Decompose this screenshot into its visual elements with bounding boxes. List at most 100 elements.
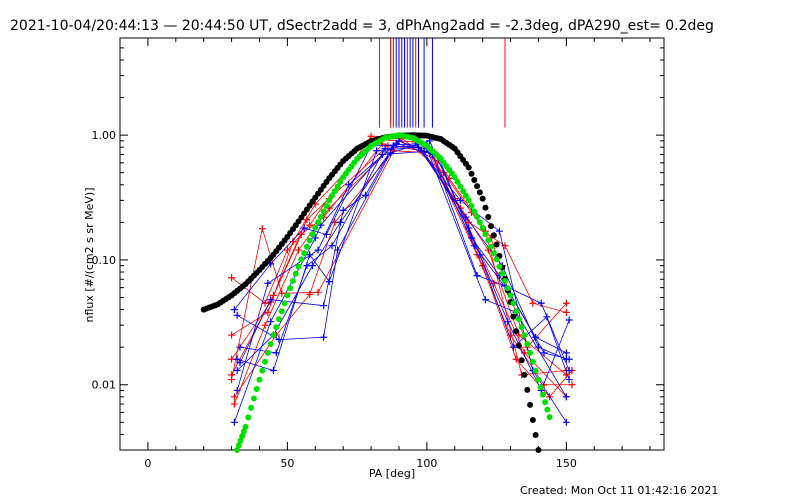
data-point-blue [275,336,283,344]
fit-dot-black [465,164,472,171]
fit-dot-black [485,213,492,220]
data-point-blue [532,333,540,341]
fit-dot-black [488,223,495,230]
fit-dot-green [292,270,299,277]
data-point-blue [476,251,484,259]
fit-dot-black [529,416,536,423]
data-point-red [230,393,238,401]
fit-dot-green [465,197,472,204]
data-point-blue [236,359,244,367]
data-point-red [306,290,314,298]
series-line-red [234,137,567,405]
fit-dot-green [239,433,246,440]
fit-dot-green [488,243,495,250]
fit-dot-green [532,367,539,374]
fit-dot-green [317,213,324,220]
data-point-blue [381,145,389,153]
fit-dot-green [262,358,269,365]
data-point-red [228,376,236,384]
fit-dot-green [253,386,260,393]
data-point-red [303,216,311,224]
data-point-blue [565,355,573,363]
data-point-red [529,299,537,307]
data-point-blue [562,349,570,357]
data-point-blue [345,181,353,189]
data-point-blue [470,242,478,250]
fit-dot-green [485,237,492,244]
fit-dot-green [529,358,536,365]
fit-dot-green [479,224,486,231]
data-point-blue [320,333,328,341]
fit-dot-black [515,342,522,349]
data-point-red [512,355,520,363]
fit-dot-green [454,178,461,185]
data-point-red [261,299,269,307]
data-point-blue [233,367,241,375]
data-point-blue [306,251,314,259]
series-line-blue [237,146,567,372]
data-point-blue [537,299,545,307]
fit-dot-black [476,189,483,196]
data-point-blue [339,206,347,214]
fit-dot-green [337,178,344,185]
fit-dot-green [476,219,483,226]
fit-dot-black [482,204,489,211]
fit-dot-green [474,213,481,220]
data-point-blue [509,343,517,351]
fit-dot-green [309,231,316,238]
fit-dot-black [479,195,486,202]
fit-dot-green [482,231,489,238]
fit-dot-green [544,406,551,413]
data-point-blue [233,386,241,394]
data-point-red [258,225,266,233]
fit-dot-green [499,270,506,277]
fit-dot-green [518,324,525,331]
fit-dot-green [248,404,255,411]
data-point-red [230,400,238,408]
data-point-blue [481,296,489,304]
x-axis-label: PA [deg] [369,467,415,480]
fit-dot-green [527,349,534,356]
fit-dot-green [496,263,503,270]
fit-dot-green [278,308,285,315]
fit-dot-black [524,386,531,393]
fit-dot-green [326,197,333,204]
x-tick-label: 100 [416,457,437,470]
data-point-red [568,381,576,389]
data-point-blue [336,218,344,226]
data-point-blue [233,311,241,319]
fit-dot-green [284,292,291,299]
data-point-blue [264,279,272,287]
fit-dot-green [323,202,330,209]
data-point-blue [468,234,476,242]
fit-dot-green [267,340,274,347]
fit-dot-green [234,447,241,453]
fit-dot-green [303,243,310,250]
data-point-blue [230,306,238,314]
data-point-blue [473,272,481,280]
fit-dot-black [493,241,500,248]
fit-dot-green [312,224,319,231]
fit-dot-green [539,391,546,398]
fit-dot-green [250,395,257,402]
data-point-blue [328,242,336,250]
data-point-blue [308,262,316,270]
fit-dot-green [513,308,520,315]
data-point-blue [361,191,369,199]
series-line-blue [236,140,567,391]
data-point-blue [504,318,512,326]
data-point-blue [267,296,275,304]
data-point-blue [272,349,280,357]
fit-dot-green [276,316,283,323]
fit-dot-green [460,188,467,195]
fit-dot-green [524,340,531,347]
fit-dot-green [537,384,544,391]
data-point-blue [269,367,277,375]
fit-dot-black [521,371,528,378]
fit-dot-green [468,202,475,209]
fit-dot-green [504,285,511,292]
fit-dot-green [320,208,327,215]
data-point-blue [300,224,308,232]
fit-dot-green [264,349,271,356]
